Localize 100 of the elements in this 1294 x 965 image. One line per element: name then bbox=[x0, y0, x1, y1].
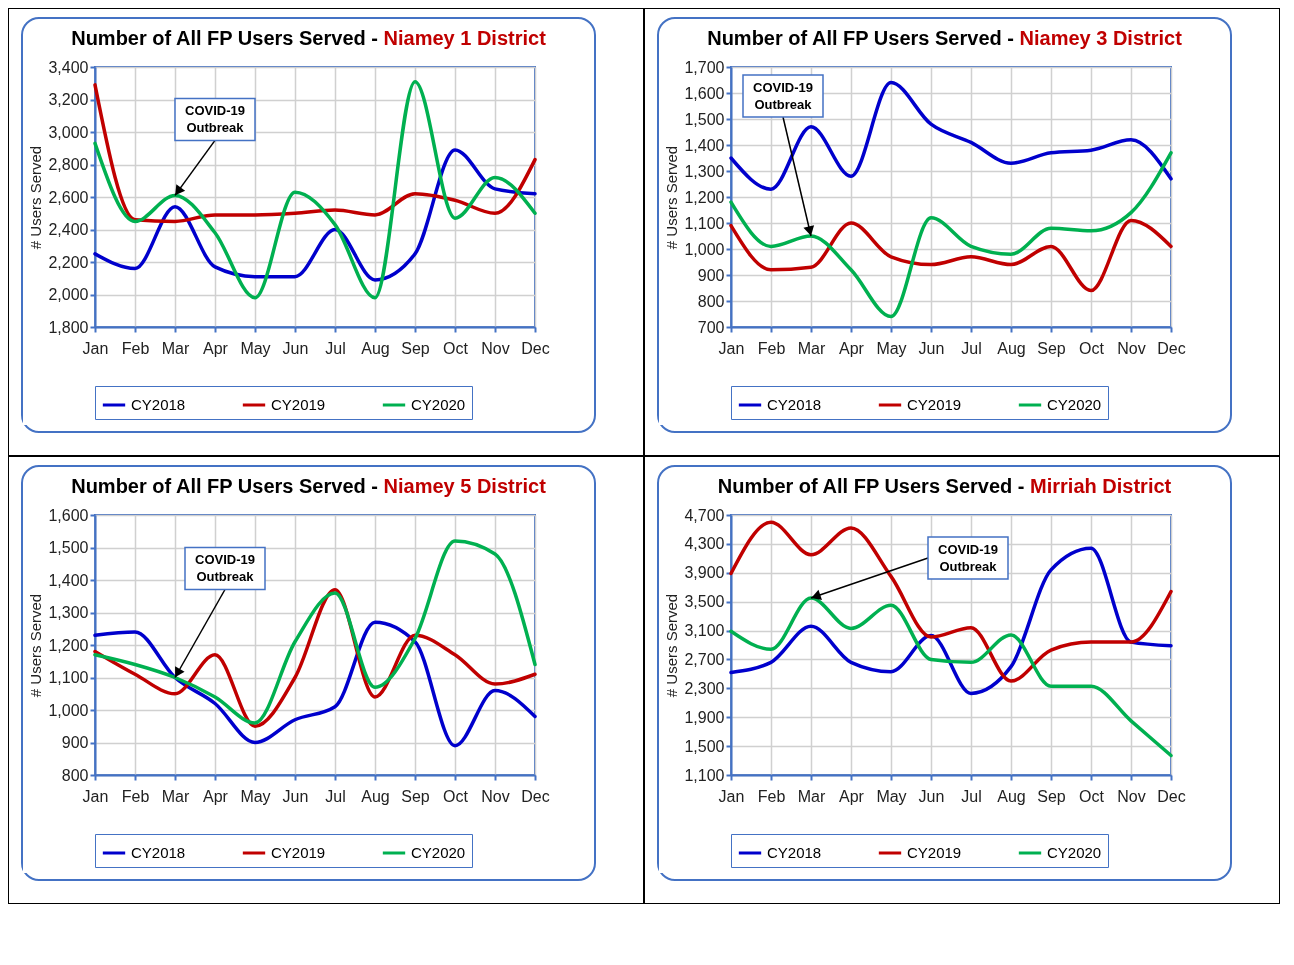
x-tick-label: Mar bbox=[797, 339, 826, 357]
x-tick-label: Dec bbox=[521, 339, 550, 357]
chart-title: Number of All FP Users Served - bbox=[71, 475, 379, 497]
y-tick-label: 1,400 bbox=[684, 136, 725, 154]
x-tick-label: Dec bbox=[1157, 787, 1186, 805]
y-tick-label: 1,200 bbox=[48, 636, 89, 654]
y-axis-title: # Users Served bbox=[663, 145, 681, 250]
legend-label: CY2020 bbox=[1047, 844, 1102, 861]
y-tick-label: 1,600 bbox=[48, 506, 89, 524]
line-series bbox=[729, 546, 1173, 696]
legend-label: CY2019 bbox=[271, 844, 326, 861]
y-tick-label: 900 bbox=[697, 266, 725, 284]
legend-label: CY2019 bbox=[271, 396, 326, 413]
x-tick-label: Feb bbox=[121, 339, 150, 357]
chart-subtitle: Niamey 5 District bbox=[383, 475, 546, 497]
x-tick-label: Sep bbox=[401, 787, 430, 805]
y-tick-label: 1,000 bbox=[48, 701, 89, 719]
y-tick-label: 3,100 bbox=[684, 622, 725, 640]
chart-subtitle: Niamey 1 District bbox=[383, 27, 546, 49]
y-tick-label: 3,400 bbox=[48, 58, 89, 76]
y-tick-label: 3,500 bbox=[684, 593, 725, 611]
x-tick-label: Jan bbox=[82, 787, 109, 805]
x-tick-label: Nov bbox=[481, 339, 510, 357]
y-tick-label: 2,600 bbox=[48, 188, 89, 206]
y-tick-label: 1,100 bbox=[684, 766, 725, 784]
chart-title: Number of All FP Users Served - bbox=[717, 475, 1026, 497]
y-axis-title: # Users Served bbox=[663, 593, 681, 698]
legend-label: CY2018 bbox=[767, 396, 822, 413]
x-tick-label: Oct bbox=[443, 339, 469, 357]
y-tick-label: 1,700 bbox=[684, 58, 725, 76]
y-tick-label: 1,100 bbox=[48, 669, 89, 686]
annotation: COVID-19 Outbreak bbox=[938, 541, 998, 574]
y-tick-label: 2,000 bbox=[48, 286, 89, 303]
chart-subtitle: Mirriah District bbox=[1030, 475, 1172, 497]
y-tick-label: 800 bbox=[697, 292, 725, 310]
x-tick-label: Dec bbox=[521, 787, 550, 805]
y-tick-label: 4,700 bbox=[684, 506, 725, 524]
x-tick-label: Jan bbox=[718, 339, 745, 357]
y-tick-label: 2,400 bbox=[48, 221, 89, 238]
y-tick-label: 2,300 bbox=[684, 679, 725, 697]
y-tick-label: 1,500 bbox=[684, 110, 725, 128]
x-tick-label: Apr bbox=[203, 787, 229, 805]
x-tick-label: Jun bbox=[282, 787, 309, 805]
x-tick-label: Mar bbox=[161, 339, 190, 357]
x-tick-label: Nov bbox=[1117, 787, 1146, 805]
annotation: COVID-19 Outbreak bbox=[185, 102, 245, 135]
y-tick-label: 3,000 bbox=[48, 123, 89, 141]
line-series bbox=[729, 520, 1173, 683]
x-tick-label: Jun bbox=[918, 787, 945, 805]
x-tick-label: Apr bbox=[839, 339, 865, 357]
y-tick-label: 1,000 bbox=[684, 240, 725, 258]
y-tick-label: 3,200 bbox=[48, 91, 89, 108]
x-tick-label: Feb bbox=[757, 339, 786, 357]
line-series bbox=[729, 151, 1173, 319]
legend-label: CY2019 bbox=[907, 396, 962, 413]
chart-title: Number of All FP Users Served - bbox=[71, 27, 379, 49]
x-tick-label: Jul bbox=[325, 787, 346, 805]
x-tick-label: Aug bbox=[997, 787, 1026, 805]
annotation: COVID-19 Outbreak bbox=[753, 79, 813, 112]
annotation: COVID-19 Outbreak bbox=[195, 552, 255, 584]
x-tick-label: Sep bbox=[401, 339, 430, 357]
line-series bbox=[93, 148, 537, 282]
x-tick-label: Apr bbox=[203, 339, 229, 357]
line-series bbox=[93, 83, 537, 224]
y-tick-label: 1,800 bbox=[48, 318, 89, 336]
x-tick-label: Nov bbox=[1117, 339, 1146, 357]
y-tick-label: 1,200 bbox=[684, 188, 725, 206]
y-tick-label: 1,500 bbox=[48, 539, 89, 556]
x-tick-label: Dec bbox=[1157, 339, 1186, 357]
x-tick-label: Feb bbox=[121, 787, 150, 805]
y-tick-label: 2,200 bbox=[48, 253, 89, 271]
x-tick-label: May bbox=[240, 787, 271, 805]
x-tick-label: Aug bbox=[361, 339, 390, 357]
y-tick-label: 900 bbox=[61, 734, 89, 751]
y-tick-label: 700 bbox=[697, 318, 725, 336]
x-tick-label: May bbox=[876, 339, 907, 357]
x-tick-label: May bbox=[240, 339, 271, 357]
x-tick-label: Jan bbox=[718, 787, 745, 805]
line-series bbox=[93, 539, 537, 725]
y-tick-label: 3,900 bbox=[684, 564, 725, 582]
y-tick-label: 4,300 bbox=[684, 535, 725, 553]
y-tick-label: 800 bbox=[61, 766, 89, 784]
y-tick-label: 1,600 bbox=[684, 84, 725, 102]
line-series bbox=[93, 79, 537, 300]
legend-label: CY2018 bbox=[131, 396, 186, 413]
y-tick-label: 1,900 bbox=[684, 708, 725, 726]
line-series bbox=[729, 218, 1173, 293]
x-tick-label: Mar bbox=[161, 787, 190, 805]
line-series bbox=[729, 80, 1173, 191]
legend-label: CY2020 bbox=[411, 844, 466, 861]
x-tick-label: Mar bbox=[797, 787, 826, 805]
chart-title: Number of All FP Users Served - bbox=[707, 27, 1015, 49]
x-tick-label: Oct bbox=[1079, 787, 1105, 805]
y-tick-label: 2,700 bbox=[684, 650, 725, 668]
x-tick-label: Sep bbox=[1037, 339, 1066, 357]
x-tick-label: Oct bbox=[1079, 339, 1105, 357]
x-tick-label: Aug bbox=[997, 339, 1026, 357]
x-tick-label: May bbox=[876, 787, 907, 805]
y-axis-title: # Users Served bbox=[27, 145, 45, 250]
y-tick-label: 1,400 bbox=[48, 571, 89, 589]
